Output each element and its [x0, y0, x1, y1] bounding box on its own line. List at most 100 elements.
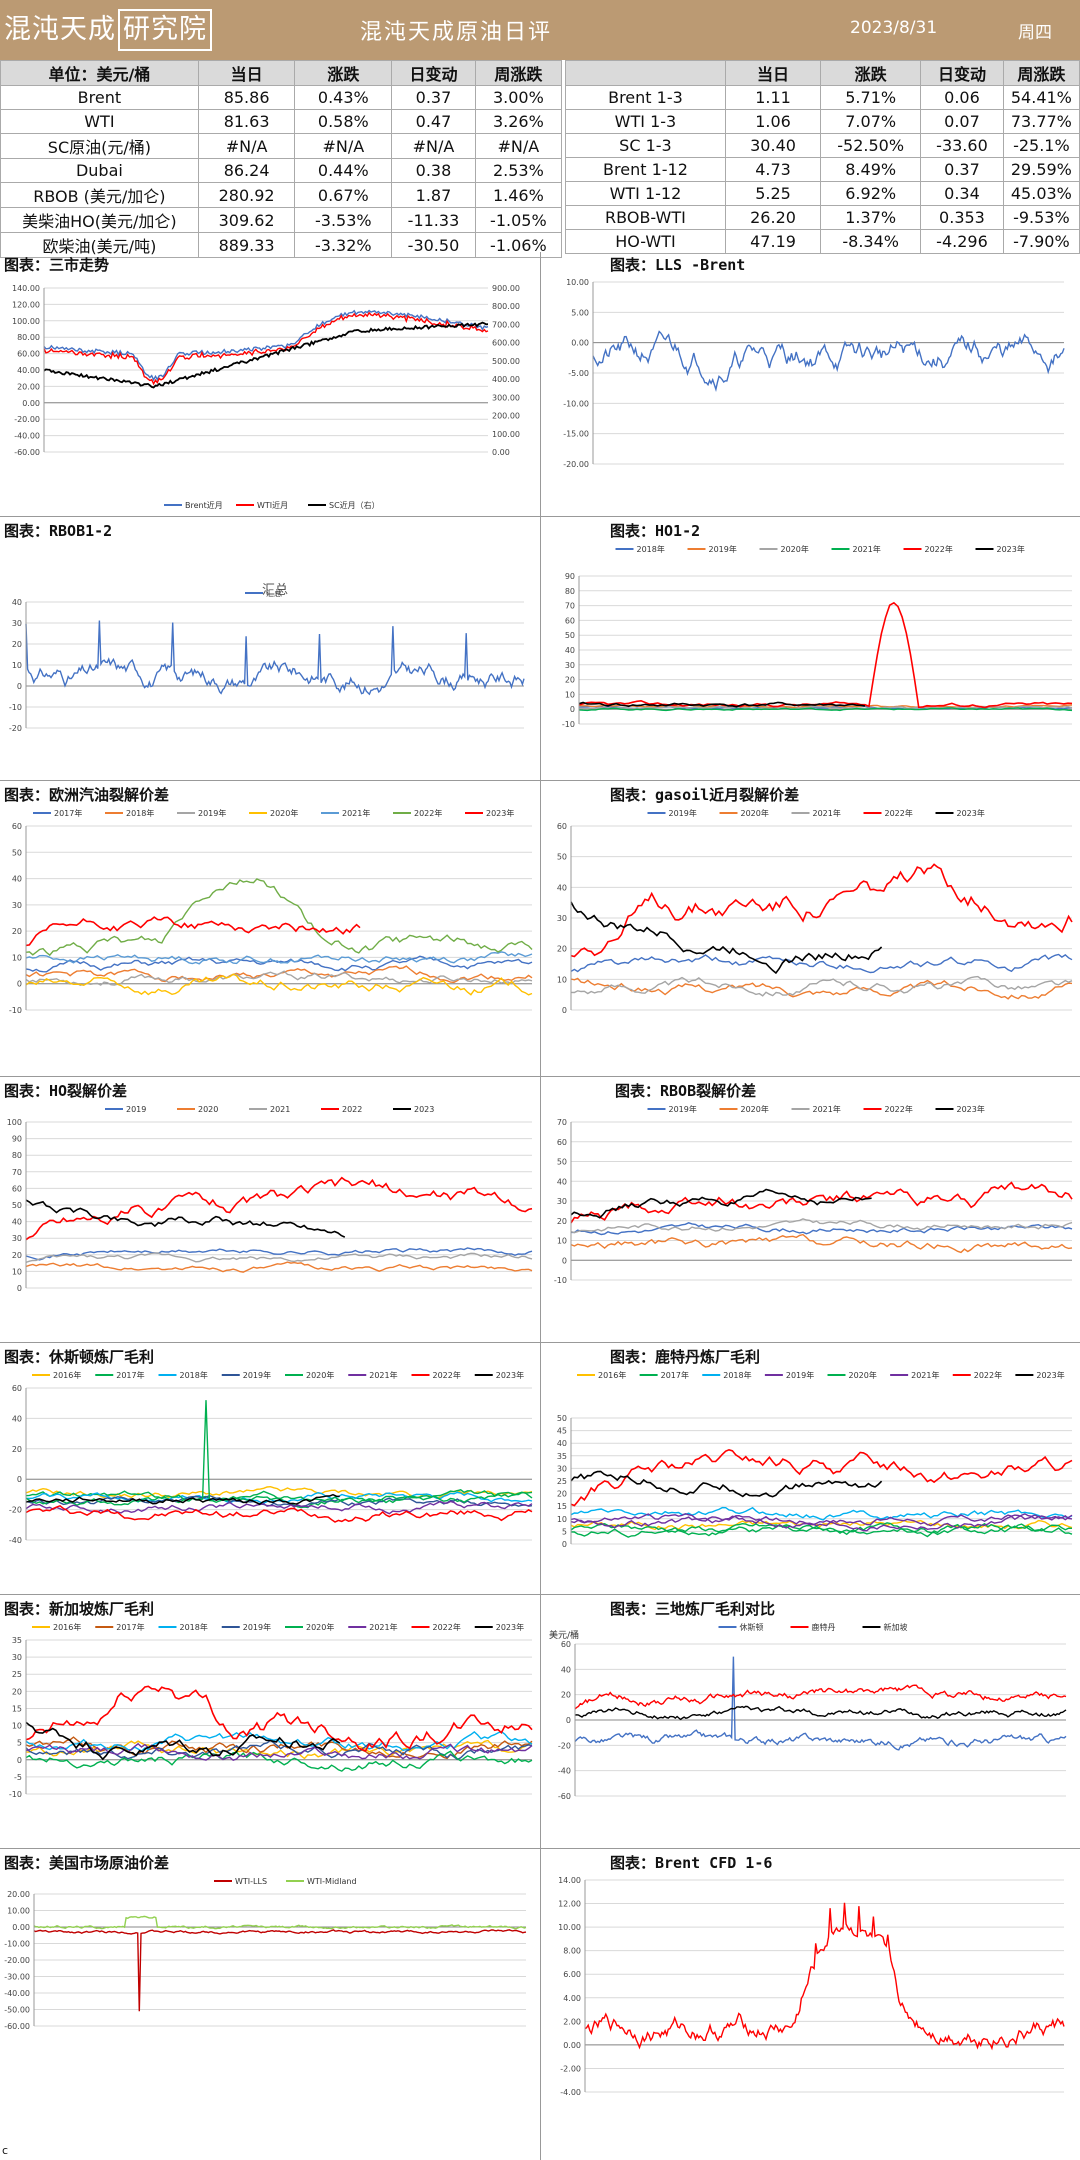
y-tick-label: 60 [12, 822, 22, 831]
legend-label: 2023年 [496, 1370, 524, 1380]
legend-label: 鹿特丹 [812, 1622, 836, 1632]
y-tick-label: 0 [570, 705, 575, 714]
y-tick-label: 20 [12, 1687, 22, 1696]
column-divider [540, 252, 541, 2160]
y-tick-label: 25 [12, 1670, 22, 1679]
y-tick-label: -50.00 [4, 2006, 30, 2015]
y-tick-label: 12.00 [558, 1900, 581, 1909]
table-row: WTI 1-3 1.06 7.07% 0.07 73.77% [565, 109, 1080, 134]
table-cell: 0.37 [391, 85, 476, 110]
y-tick-label: 60 [561, 1640, 571, 1649]
legend-label: 2017年 [54, 808, 82, 818]
legend-label: 2018年 [180, 1370, 208, 1380]
chart-singapore-margin: 35 30 25 20 15 10 5 0 -5 -10 2016年 2017年 2018年 2019年 2… [9, 1622, 533, 1799]
table-row: SC原油(元/桶) #N/A #N/A #N/A #N/A [0, 133, 563, 159]
series-line [25, 1742, 533, 1761]
legend-label: 2018年 [126, 808, 154, 818]
table-cell: 0.38 [391, 158, 476, 183]
y-tick-label: 10.00 [7, 1907, 30, 1916]
table-row: Dubai 86.24 0.44% 0.38 2.53% [0, 158, 563, 183]
legend-label: 2020年 [849, 1370, 877, 1380]
column-header: 当日 [197, 60, 296, 86]
y-tick-label: 20 [12, 1251, 22, 1260]
y-tick-label: 10 [12, 661, 22, 670]
y-tick-label: 30 [557, 1464, 567, 1473]
y-tick-label: 40.00 [17, 366, 40, 375]
legend-label: 2022年 [433, 1622, 461, 1632]
section-title-lls-brent: 图表：LLS -Brent [610, 256, 746, 274]
y-tick-label: 30 [565, 661, 575, 670]
table-header-row: 当日 涨跌 日变动 周涨跌 [565, 60, 1080, 86]
y-tick-label: 35 [557, 1452, 567, 1461]
legend-label: WTI近月 [257, 500, 288, 510]
legend-label: 2023年 [997, 544, 1025, 554]
report-header: 混沌天成 研究院 混沌天成原油日评 2023/8/31 周四 [0, 0, 1080, 60]
legend-label: 2019年 [669, 1104, 697, 1114]
series-line [570, 1218, 1073, 1234]
y-tick-label: 100 [7, 1118, 22, 1127]
chart-rbob-crack: 70 60 50 40 30 20 10 0 -10 2019年 2020年 2021年 2022年 20… [554, 1104, 1073, 1285]
y-tick-label: 60 [557, 1138, 567, 1147]
table-cell: -1.06% [474, 232, 563, 258]
y-tick-label: 50 [12, 1201, 22, 1210]
y-tick-label: -10 [9, 703, 22, 712]
y-tick-label: 50 [557, 853, 567, 862]
y2-tick-label: 900.00 [492, 284, 520, 293]
y-tick-label: 80 [565, 587, 575, 596]
y-tick-label: -30.00 [4, 1973, 30, 1982]
legend-label: 2022年 [974, 1370, 1002, 1380]
table-cell: Brent 1-12 [565, 157, 726, 182]
y-tick-label: 10.00 [566, 278, 589, 287]
y-tick-label: 20 [557, 1217, 567, 1226]
table-row: 美柴油HO(美元/加仑) 309.62 -3.53% -11.33 -1.05% [0, 207, 563, 233]
legend-label: 2022年 [885, 1104, 913, 1114]
column-header: 涨跌 [820, 60, 922, 86]
series-line [43, 311, 489, 386]
y-tick-label: 10 [12, 953, 22, 962]
table-cell: HO-WTI [565, 229, 726, 254]
legend-label: 2019年 [243, 1622, 271, 1632]
y-tick-label: -10 [9, 1790, 22, 1799]
table-cell: 1.87 [391, 182, 476, 208]
logo-text: 混沌天成 [4, 14, 116, 45]
legend-label: 汇总 [266, 588, 282, 598]
y-tick-label: 100.00 [12, 317, 40, 326]
series-line [25, 1199, 346, 1238]
series-line [570, 1188, 872, 1219]
table-cell: #N/A [391, 133, 476, 159]
table-cell: 1.11 [724, 85, 822, 110]
table-cell: 0.44% [294, 158, 393, 183]
table-cell: 0.47 [391, 109, 476, 134]
table-cell: 54.41% [1002, 85, 1080, 110]
section-title-ho12: 图表：HO1-2 [610, 522, 701, 540]
series-line [570, 863, 1073, 958]
legend-label: 2016年 [598, 1370, 626, 1380]
y-tick-label: 20 [12, 640, 22, 649]
report-date: 2023/8/31 [850, 18, 938, 38]
table-cell: 0.43% [294, 85, 393, 110]
series-line [574, 1705, 1067, 1721]
legend-label: 2021年 [369, 1622, 397, 1632]
table-cell: 4.73 [724, 157, 822, 182]
y-tick-label: -4.00 [560, 2088, 581, 2097]
legend-label: 2017年 [661, 1370, 689, 1380]
chart-us-crude-spreads: 20.00 10.00 0.00 -10.00 -20.00 -30.00 -40.00 -5… [4, 1877, 527, 2031]
series-line [25, 973, 533, 996]
y-tick-label: 0 [17, 682, 22, 691]
legend-label: 2023年 [486, 808, 514, 818]
series-line [25, 970, 533, 986]
y-tick-label: -10.00 [563, 399, 589, 408]
series-line [25, 1500, 533, 1515]
section-title-rotterdam: 图表：鹿特丹炼厂毛利 [610, 1348, 761, 1366]
column-header: 涨跌 [294, 60, 393, 86]
y-tick-label: 45 [557, 1427, 567, 1436]
y-tick-label: 60 [12, 1184, 22, 1193]
series-line [25, 1750, 533, 1772]
y2-tick-label: 0.00 [492, 448, 510, 457]
chart-brent-cfd: 14.00 12.00 10.00 8.00 6.00 4.00 2.00 0.00 -2.00… [558, 1876, 1065, 2097]
table-cell: #N/A [197, 133, 296, 159]
y-tick-label: 140.00 [12, 284, 40, 293]
y-tick-label: 50 [557, 1158, 567, 1167]
series-line [570, 1506, 1073, 1521]
